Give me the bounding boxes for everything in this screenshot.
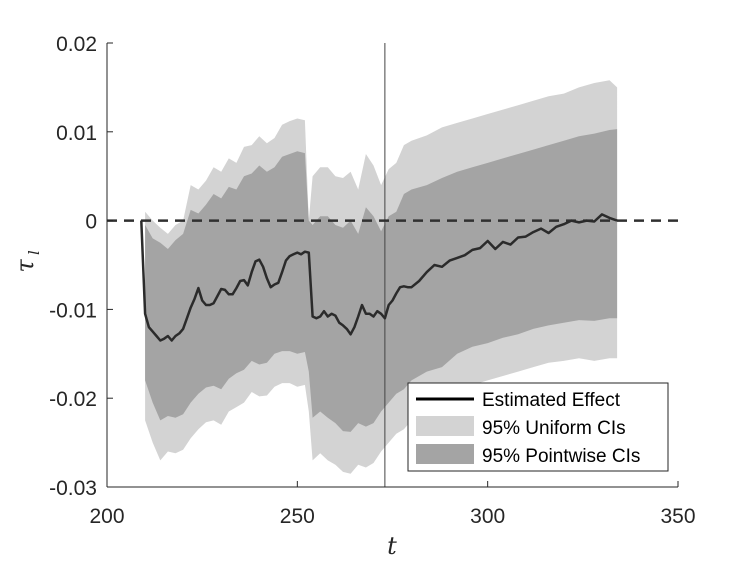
legend-label-uniform: 95% Uniform CIs — [482, 418, 626, 439]
tick-labels: 200 250 300 350 0.02 0.01 0 -0.01 -0.02 -0.03 — [49, 33, 695, 528]
y-axis-label-group: τ l — [11, 250, 43, 273]
confidence-bands — [145, 80, 618, 474]
axes — [106, 42, 679, 488]
legend-swatch-pointwise — [416, 444, 474, 464]
y-tick-label: -0.01 — [49, 299, 97, 322]
y-tick-label: -0.02 — [49, 388, 97, 411]
x-tick-label: 250 — [280, 505, 315, 528]
legend-swatch-uniform — [416, 416, 474, 436]
x-tick-label: 200 — [89, 505, 124, 528]
x-tick-label: 350 — [660, 505, 695, 528]
pointwise-ci-band — [145, 129, 618, 432]
y-axis-label-subscript: l — [25, 250, 43, 255]
legend-label-pointwise: 95% Pointwise CIs — [482, 446, 640, 467]
x-tick-label: 300 — [470, 505, 505, 528]
effect-line-group — [140, 213, 618, 342]
legend: Estimated Effect 95% Uniform CIs 95% Poi… — [407, 382, 669, 472]
legend-label-effect: Estimated Effect — [482, 390, 621, 411]
y-tick-label: -0.03 — [49, 477, 97, 500]
estimated-effect-line — [140, 213, 618, 342]
x-axis-label: t — [387, 532, 397, 560]
reference-lines — [107, 43, 678, 487]
y-axis-label: τ — [11, 259, 39, 273]
y-tick-label: 0.01 — [56, 122, 97, 145]
y-tick-label: 0.02 — [56, 33, 97, 56]
y-tick-label: 0 — [85, 211, 97, 234]
